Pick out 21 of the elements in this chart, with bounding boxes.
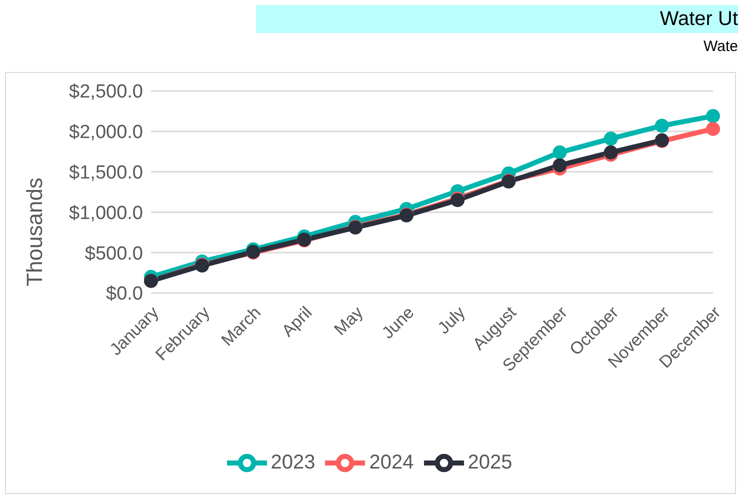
legend-label: 2024 [369, 451, 414, 474]
point [552, 145, 567, 160]
x-tick-label: July [434, 302, 470, 338]
point [654, 118, 669, 133]
y-axis-title: Thousands [22, 178, 47, 286]
chart-title: Water Ut [256, 5, 738, 33]
y-tick-label: $2,000.0 [69, 122, 143, 144]
chart-subtitle: Wate [704, 38, 738, 55]
point [706, 109, 720, 124]
point [604, 132, 618, 146]
y-tick-label: $1,000.0 [69, 202, 143, 224]
y-tick-label: $2,500.0 [69, 82, 143, 103]
point [706, 122, 720, 136]
y-tick-label: $1,500.0 [69, 162, 143, 184]
y-tick-label: $500.0 [84, 243, 143, 264]
point [552, 158, 567, 172]
y-tick-label: $0.0 [106, 284, 143, 305]
x-tick-label: May [330, 302, 368, 340]
legend-label: 2023 [270, 451, 316, 474]
point [604, 145, 618, 160]
legend-label: 2025 [468, 451, 512, 474]
